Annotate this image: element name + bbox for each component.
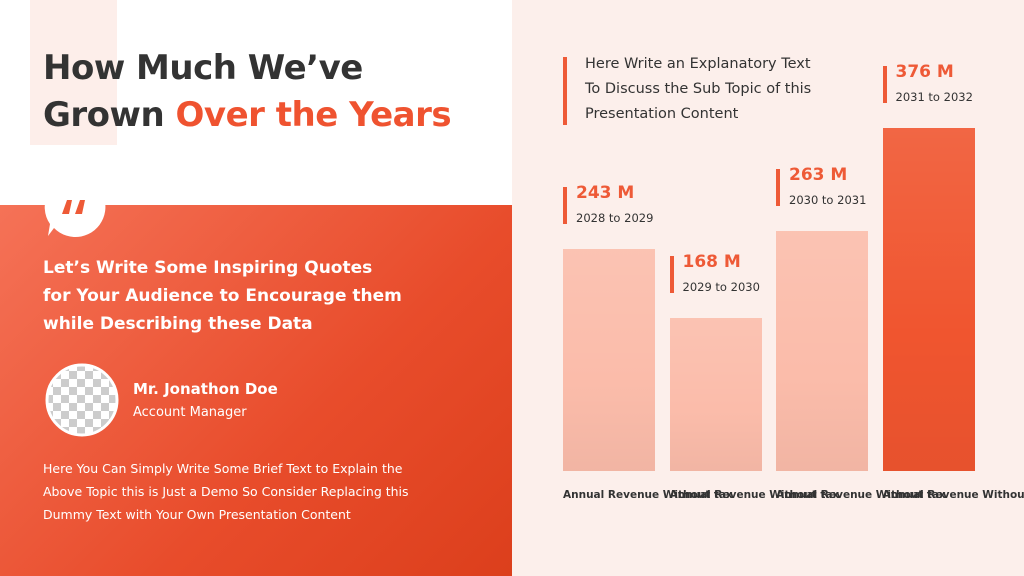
period-label: 2030 to 2031 — [789, 193, 867, 208]
value-label: 168 M — [682, 251, 741, 272]
description-line: Dummy Text with Your Own Presentation Co… — [43, 507, 351, 522]
category-label: Annual Revenue Without tax — [563, 489, 733, 501]
period-label: 2028 to 2029 — [576, 211, 654, 226]
label-accent — [563, 187, 567, 225]
bar — [563, 249, 655, 471]
title-line: How Much We’ve — [43, 48, 363, 88]
avatar — [45, 363, 119, 437]
label-accent — [776, 169, 780, 207]
annotation-line: Presentation Content — [585, 106, 739, 122]
quote-line: Let’s Write Some Inspiring Quotes — [43, 258, 373, 278]
description-line: Above Topic this is Just a Demo So Consi… — [43, 484, 409, 499]
value-label: 243 M — [576, 183, 635, 204]
period-label: 2029 to 2030 — [682, 279, 760, 294]
category-label: Annual Revenue Without tax — [669, 489, 840, 501]
category-label: Annual Revenue Without tax — [776, 489, 946, 501]
title-line: Grown Over the Years — [43, 95, 452, 135]
period-label: 2031 to 2032 — [895, 90, 973, 104]
quote-line: while Describing these Data — [43, 314, 313, 334]
bar — [669, 317, 762, 471]
annotation-accent — [563, 57, 567, 125]
author-role: Account Manager — [133, 405, 247, 420]
value-label: 376 M — [895, 62, 954, 82]
decor-block — [30, 0, 117, 145]
annotation-line: To Discuss the Sub Topic of this — [585, 81, 812, 97]
quote-icon — [44, 176, 106, 237]
bar — [882, 128, 975, 471]
description-line: Here You Can Simply Write Some Brief Tex… — [43, 461, 403, 476]
title-highlight: Over the Years — [175, 95, 452, 135]
title-text: Grown — [43, 95, 165, 135]
value-label: 263 M — [789, 165, 848, 186]
bar — [776, 231, 868, 471]
label-accent — [669, 255, 674, 293]
label-accent — [882, 66, 887, 103]
category-label: Annual Revenue Without tax — [882, 489, 1024, 501]
author-name: Mr. Jonathon Doe — [133, 380, 278, 398]
annotation-line: Here Write an Explanatory Text — [585, 56, 811, 72]
quote-line: for Your Audience to Encourage them — [43, 286, 402, 306]
